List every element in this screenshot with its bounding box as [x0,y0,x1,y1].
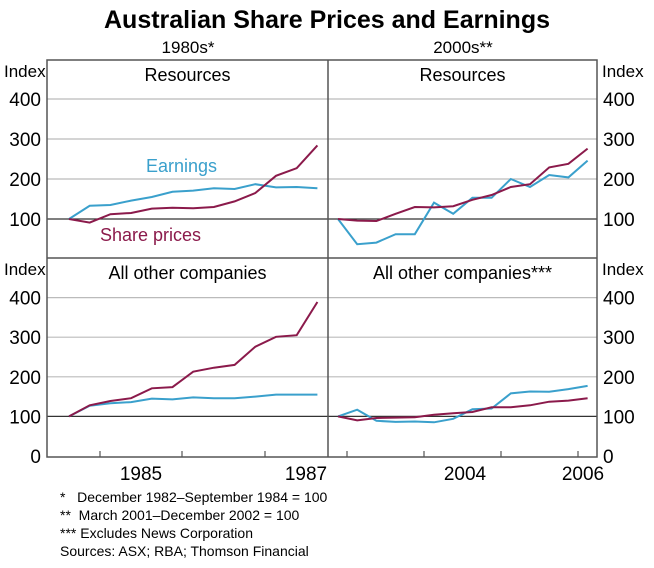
period-label-left: 1980s* [162,38,215,57]
panel-title: Resources [144,65,230,85]
y-tick-label: 200 [603,368,635,389]
panel-title: All other companies*** [373,263,552,283]
y-axis-label: Index [602,62,644,81]
sources: Sources: ASX; RBA; Thomson Financial [60,543,309,559]
legend-earnings: Earnings [146,156,217,176]
y-tick-label: 100 [9,407,41,428]
y-tick-label: 0 [30,447,41,468]
y-tick-label: 0 [603,447,614,468]
earnings-line [68,393,318,418]
legend-share-prices: Share prices [100,225,201,245]
share-prices-line [68,144,319,224]
x-tick-label: 1987 [285,464,327,485]
y-tick-label: 400 [603,90,635,111]
chart-title: Australian Share Prices and Earnings [104,6,550,34]
x-tick-label: 1985 [120,464,162,485]
y-tick-label: 100 [9,210,41,231]
y-tick-label: 200 [9,170,41,191]
share-prices-line [337,147,589,223]
earnings-line [68,183,318,220]
y-tick-label: 300 [603,328,635,349]
x-tick-label: 2006 [562,464,604,485]
earnings-line [337,384,588,424]
y-tick-label: 400 [9,90,41,111]
period-label-right: 2000s** [433,38,493,57]
y-axis-label: Index [602,260,644,279]
y-tick-label: 100 [603,407,635,428]
y-tick-label: 400 [603,289,635,310]
panel-title: All other companies [108,263,266,283]
earnings-line [337,159,589,246]
note-2: ** March 2001–December 2002 = 100 [60,507,300,523]
share-prices-line [337,397,588,422]
note-3: *** Excludes News Corporation [60,525,253,541]
y-tick-label: 400 [9,289,41,310]
y-tick-label: 300 [9,130,41,151]
y-tick-label: 200 [603,170,635,191]
x-tick-label: 2004 [444,464,487,485]
y-tick-label: 300 [9,328,41,349]
y-tick-label: 100 [603,210,635,231]
share-prices-line [68,301,319,418]
panel-title: Resources [419,65,505,85]
y-tick-label: 200 [9,368,41,389]
y-tick-label: 300 [603,130,635,151]
y-axis-label: Index [4,62,46,81]
note-1: * December 1982–September 1984 = 100 [60,489,328,505]
y-axis-label: Index [4,260,46,279]
